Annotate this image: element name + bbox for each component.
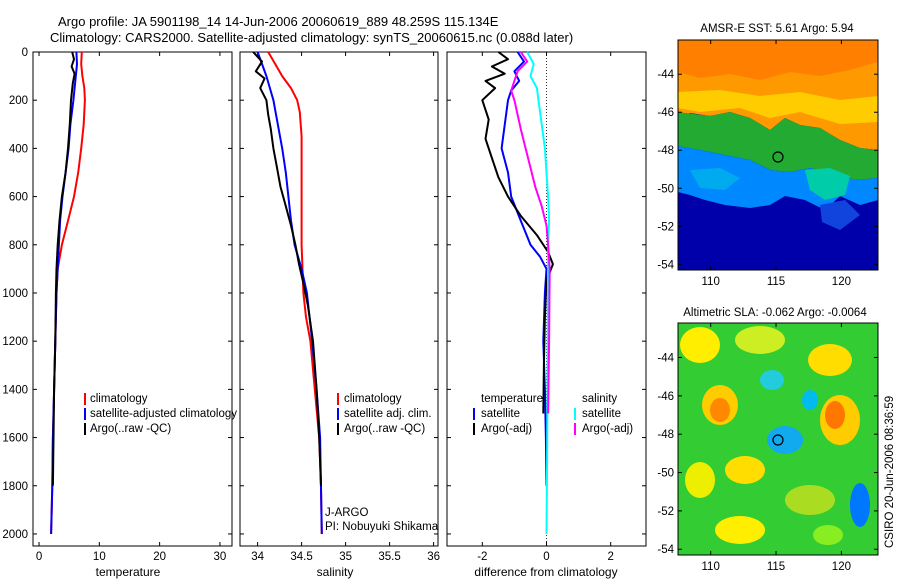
lat-tick-label: -52 <box>657 506 674 518</box>
series-line-temperature-satellite <box>500 51 548 486</box>
series-line-salinity-satellite <box>526 51 551 535</box>
sst-map-frame <box>677 39 879 271</box>
x-tick-label: 0 <box>36 551 42 563</box>
difference-legend: temperature satellite Argo(-adj) salinit… <box>473 393 633 435</box>
pi-label: PI: Nobuyuki Shikama <box>325 521 439 533</box>
lat-tick-label: -54 <box>657 544 674 556</box>
series-line-argo-raw-qc <box>252 51 322 486</box>
sst-lon-axis: 110 115 120 <box>702 40 851 288</box>
legend-label-climatology: climatology <box>344 393 402 405</box>
difference-xlabel: difference from climatology <box>474 565 617 579</box>
lon-tick-label: 120 <box>832 561 851 573</box>
argo-location-marker <box>772 434 784 446</box>
x-tick-label: 2 <box>607 551 613 563</box>
y-tick-label: 0 <box>22 47 28 59</box>
temperature-xlabel: temperature <box>96 565 161 579</box>
legend-header-temperature: temperature <box>481 393 543 405</box>
temperature-legend: climatology satellite-adjusted climatolo… <box>84 393 237 435</box>
series-line-argo-raw-qc <box>51 51 76 486</box>
x-tick-label: -2 <box>477 551 487 563</box>
lon-tick-label: 110 <box>702 561 720 573</box>
y-tick-label: 400 <box>9 143 28 155</box>
sst-map-title: AMSR-E SST: 5.61 Argo: 5.94 <box>700 23 854 35</box>
series-line-climatology <box>267 51 323 535</box>
x-tick-label: 0 <box>543 551 549 563</box>
depth-axis: 0 200 400 600 800 1000 1200 1400 1600 1800 2000 <box>2 47 232 541</box>
legend-header-salinity: salinity <box>582 393 617 405</box>
lat-tick-label: -48 <box>657 429 674 441</box>
y-tick-label: 600 <box>9 192 28 204</box>
legend-label-temp-argo: Argo(-adj) <box>481 423 532 435</box>
sst-heatmap <box>678 40 878 270</box>
lat-tick-label: -50 <box>657 468 674 480</box>
sla-heatmap <box>678 323 878 555</box>
x-tick-label: 10 <box>93 551 106 563</box>
y-tick-label: 800 <box>9 240 28 252</box>
lat-tick-label: -50 <box>657 183 674 195</box>
legend-label-sal-argo: Argo(-adj) <box>582 423 633 435</box>
lon-tick-label: 115 <box>767 561 785 573</box>
difference-profiles <box>481 51 554 546</box>
y-tick-label: 200 <box>9 95 28 107</box>
argo-location-marker <box>772 151 784 163</box>
salinity-panel: 34 34.5 35 35.5 36 salinity climatology sate… <box>239 51 440 579</box>
x-tick-label: 36 <box>427 551 440 563</box>
lat-tick-label: -46 <box>657 391 674 403</box>
sla-lon-axis: 110 115 120 <box>702 323 851 573</box>
sla-map-panel: Altimetric SLA: -0.062 Argo: -0.0064 -44… <box>657 307 879 573</box>
series-line-salinity-argo-adj <box>510 51 551 414</box>
salinity-axes-box <box>239 51 439 547</box>
y-tick-label: 1200 <box>2 336 28 348</box>
temperature-axes-box <box>32 51 233 547</box>
sla-lat-axis: -44 -46 -48 -50 -52 -54 <box>657 353 878 556</box>
program-label: J-ARGO <box>325 507 369 519</box>
series-line-satellite-adj-clim <box>256 51 323 535</box>
lon-tick-label: 115 <box>767 276 785 288</box>
lat-tick-label: -52 <box>657 221 674 233</box>
figure-title-line2: Climatology: CARS2000. Satellite-adjuste… <box>50 30 573 45</box>
lat-tick-label: -54 <box>657 259 674 271</box>
temperature-profiles <box>50 51 86 535</box>
x-tick-label: 34.5 <box>290 551 312 563</box>
difference-x-axis: -2 0 2 <box>447 51 646 563</box>
y-tick-label: 1600 <box>2 433 28 445</box>
x-tick-label: 30 <box>214 551 227 563</box>
legend-label-argo: Argo(..raw -QC) <box>344 423 425 435</box>
sla-map-frame <box>677 322 879 556</box>
sst-lat-axis: -44 -46 -48 -50 -52 -54 <box>657 69 878 271</box>
salinity-xlabel: salinity <box>317 565 354 579</box>
y-tick-label: 1800 <box>2 481 28 493</box>
lat-tick-label: -44 <box>657 69 674 81</box>
lat-tick-label: -46 <box>657 107 674 119</box>
sla-map-title: Altimetric SLA: -0.062 Argo: -0.0064 <box>683 307 867 319</box>
temperature-x-axis: 0 10 20 30 <box>36 52 227 563</box>
y-tick-label: 1000 <box>2 288 28 300</box>
legend-label-satellite: satellite adj. clim. <box>344 408 432 420</box>
difference-panel: -2 0 2 difference from climatology tempera… <box>446 51 647 579</box>
sst-map-panel: AMSR-E SST: 5.61 Argo: 5.94 -44 -46 -48 -50… <box>657 23 879 288</box>
legend-label-temp-satellite: satellite <box>481 408 520 420</box>
series-line-temperature-argo-adj <box>481 51 554 414</box>
salinity-profiles <box>252 51 323 535</box>
y-tick-label: 1400 <box>2 384 28 396</box>
salinity-legend: climatology satellite adj. clim. Argo(..… <box>337 393 432 435</box>
y-tick-label: 2000 <box>2 529 28 541</box>
x-tick-label: 35.5 <box>378 551 400 563</box>
temperature-panel: 0 200 400 600 800 1000 1200 1400 1600 1800 2000 0 1… <box>2 47 237 579</box>
lat-tick-label: -44 <box>657 353 674 365</box>
figure-title-line1: Argo profile: JA 5901198_14 14-Jun-2006 … <box>58 14 499 29</box>
lon-tick-label: 120 <box>832 276 851 288</box>
side-stamp: CSIRO 20-Jun-2006 08:36:59 <box>884 396 896 548</box>
x-tick-label: 35 <box>339 551 352 563</box>
x-tick-label: 34 <box>251 551 264 563</box>
lon-tick-label: 110 <box>702 276 720 288</box>
legend-label-satellite: satellite-adjusted climatology <box>90 408 237 420</box>
lat-tick-label: -48 <box>657 145 674 157</box>
legend-label-climatology: climatology <box>90 393 148 405</box>
legend-label-argo: Argo(..raw -QC) <box>90 423 171 435</box>
x-tick-label: 20 <box>153 551 166 563</box>
legend-label-sal-satellite: satellite <box>582 408 621 420</box>
